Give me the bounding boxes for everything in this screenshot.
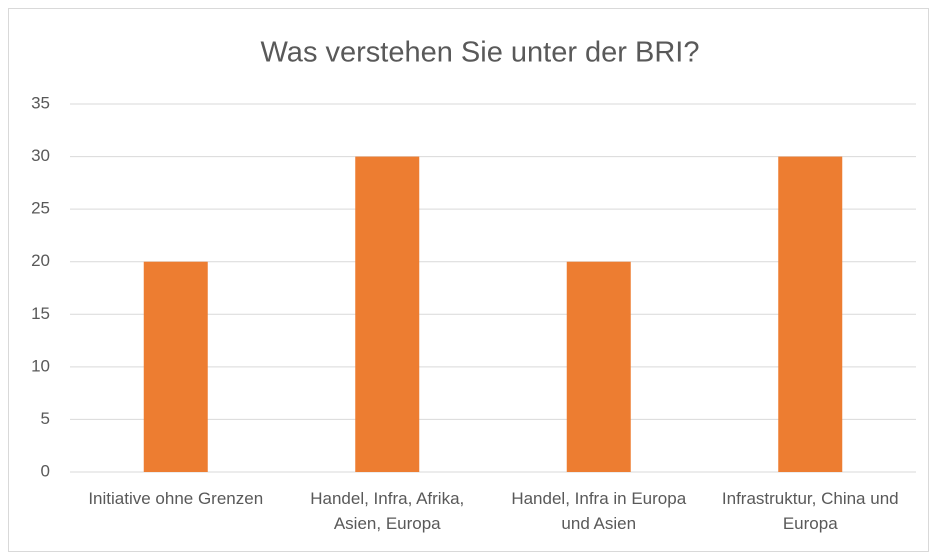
y-tick-label: 15 bbox=[31, 304, 50, 323]
y-tick-label: 25 bbox=[31, 199, 50, 218]
y-tick-label: 0 bbox=[41, 461, 50, 480]
chart-title: Was verstehen Sie unter der BRI? bbox=[261, 37, 700, 69]
x-tick-label: Handel, Infra, Afrika, Asien, Europa bbox=[310, 489, 465, 533]
bar bbox=[778, 156, 843, 473]
y-tick-label: 30 bbox=[31, 146, 50, 165]
bar bbox=[566, 261, 631, 472]
y-tick-label: 5 bbox=[41, 409, 50, 428]
y-tick-label: 10 bbox=[31, 356, 50, 375]
y-tick-label: 20 bbox=[31, 251, 50, 270]
x-tick-label: Handel, Infra in Europa und Asien bbox=[511, 489, 687, 533]
x-tick-label: Infrastruktur, China und Europa bbox=[721, 489, 899, 533]
y-tick-label: 35 bbox=[31, 93, 50, 112]
bar bbox=[355, 156, 420, 473]
x-tick-label: Initiative ohne Grenzen bbox=[88, 489, 264, 508]
bar bbox=[143, 261, 208, 472]
